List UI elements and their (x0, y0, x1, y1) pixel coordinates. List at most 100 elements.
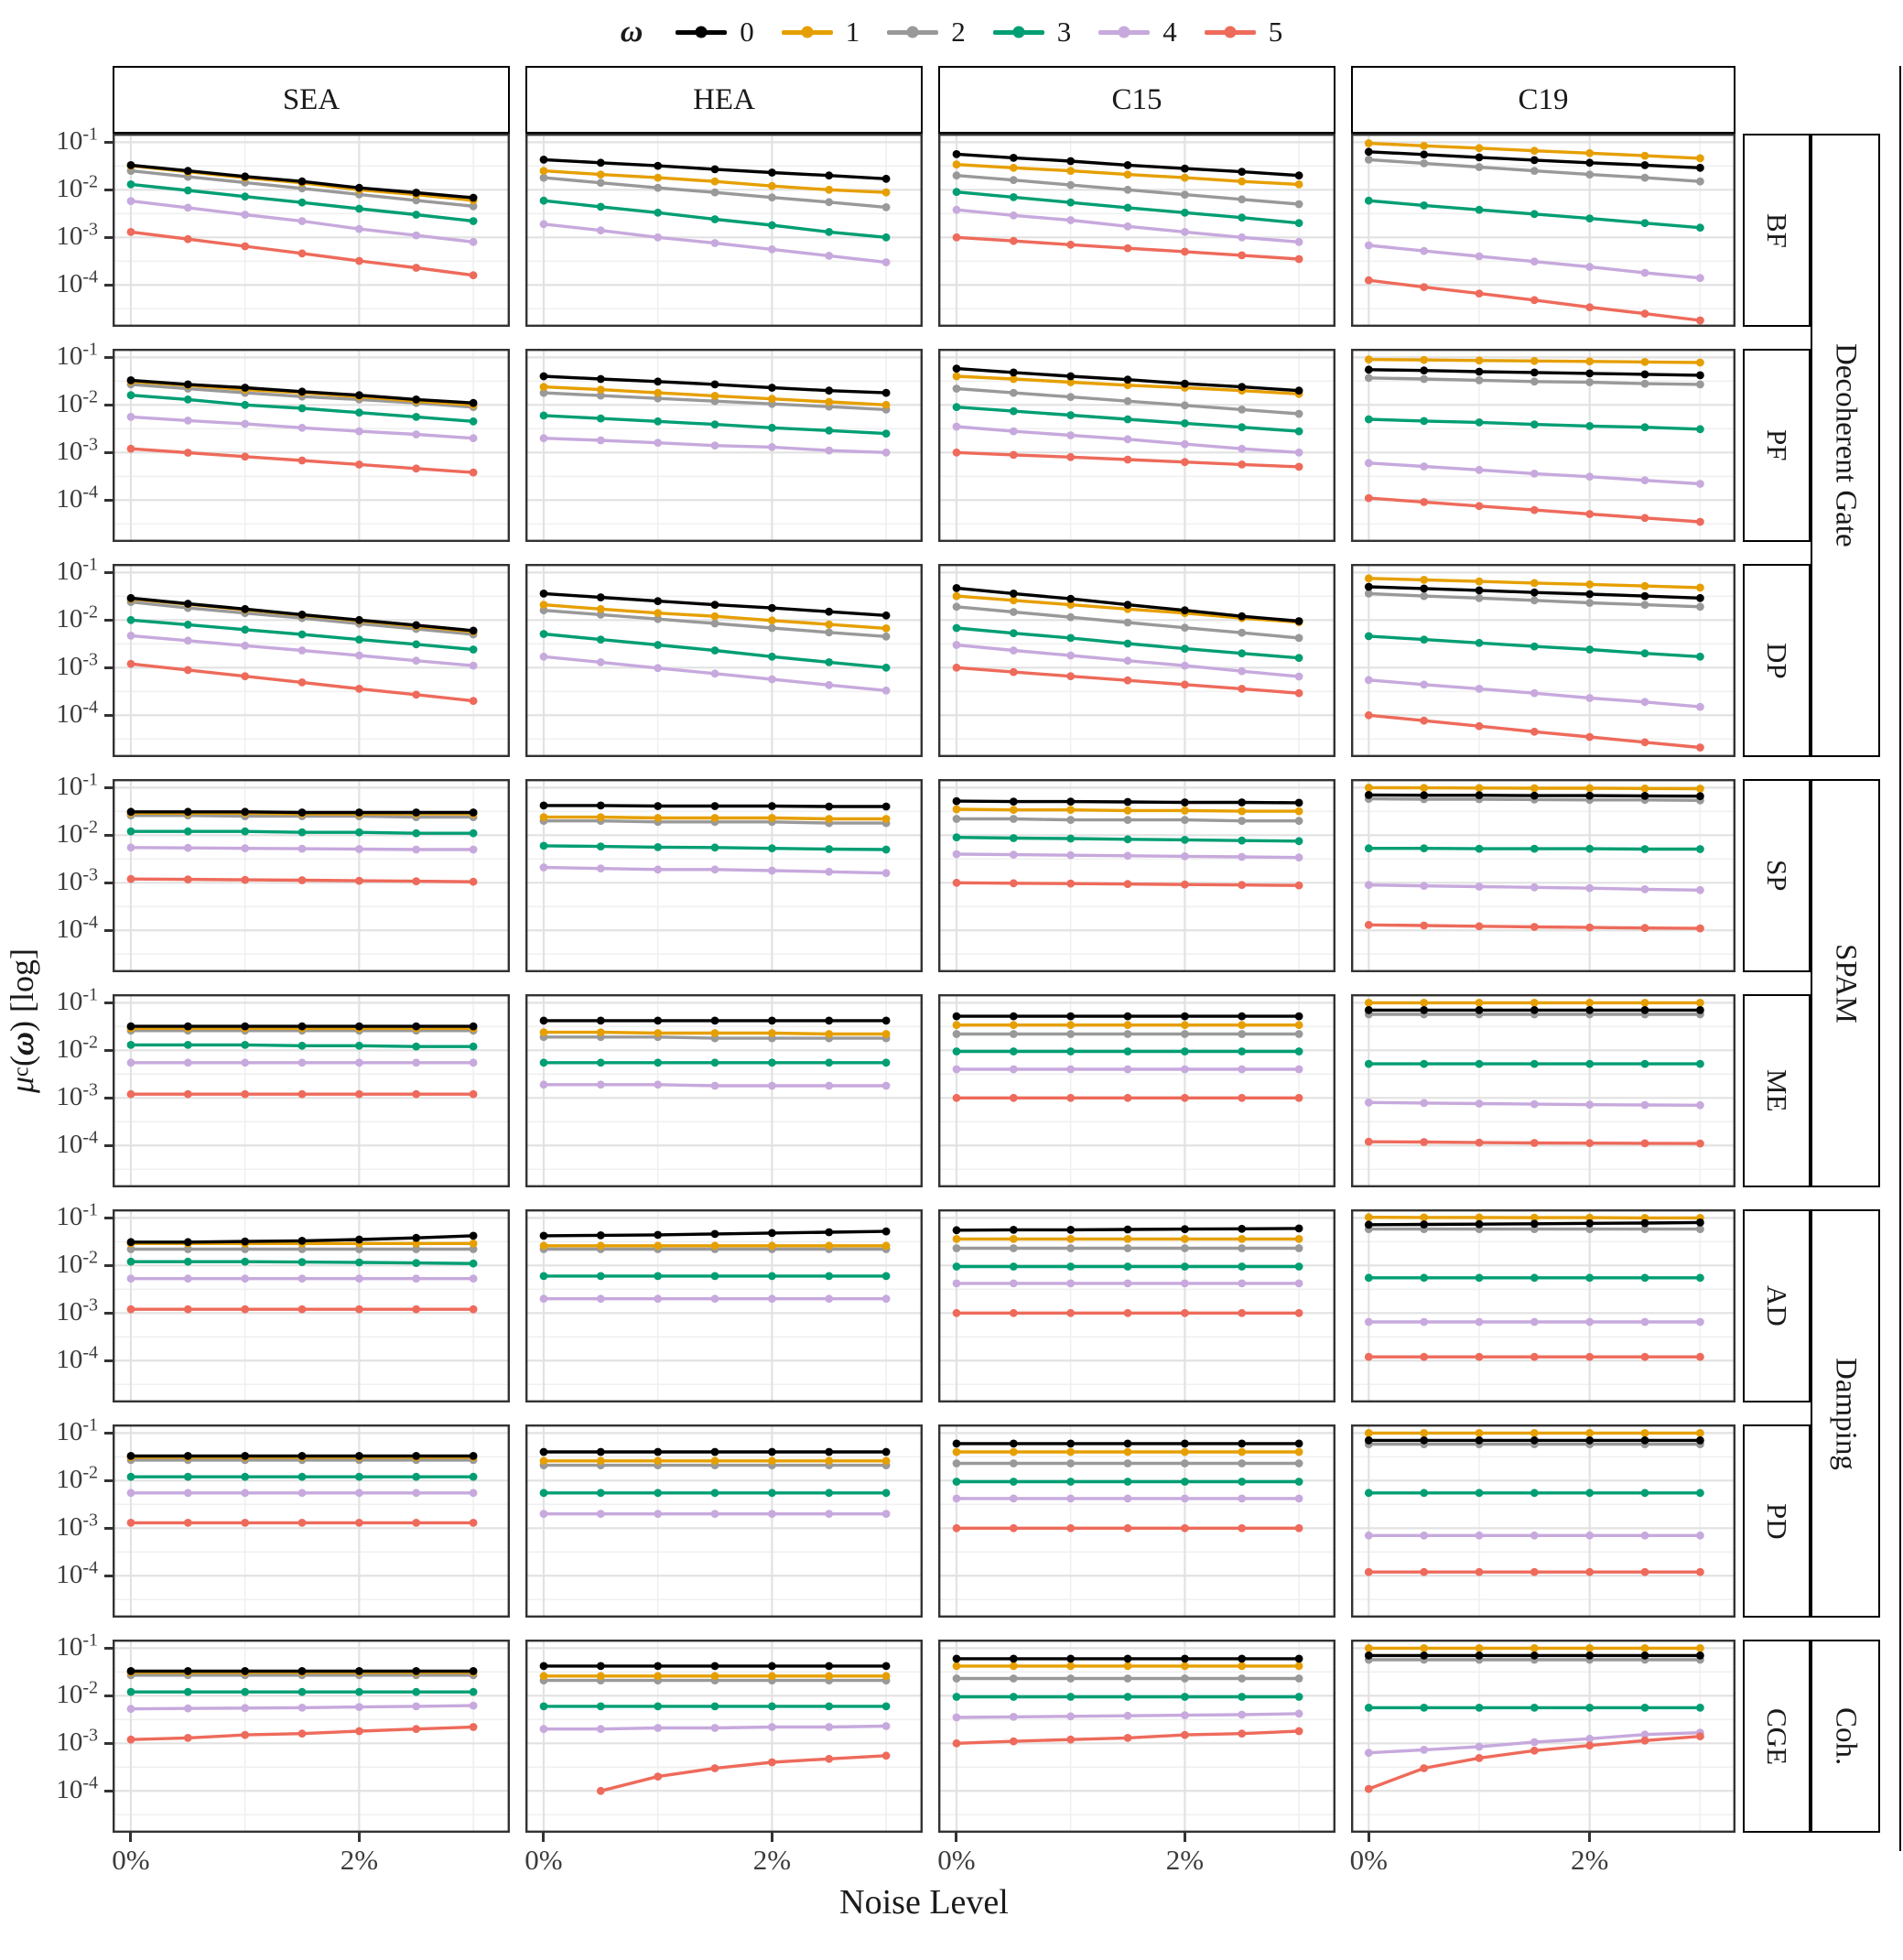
data-point-omega-4 (1009, 211, 1018, 220)
data-point-omega-4 (355, 1058, 363, 1067)
data-point-omega-1 (596, 1456, 605, 1466)
data-point-omega-3 (1364, 415, 1373, 424)
y-tick-label: 10-4 (56, 1557, 98, 1590)
data-point-omega-1 (1640, 1644, 1649, 1652)
data-point-omega-5 (1585, 1567, 1595, 1576)
data-point-omega-3 (1420, 635, 1429, 644)
data-point-omega-4 (297, 1489, 307, 1498)
data-point-omega-3 (539, 1489, 548, 1498)
data-point-omega-3 (1640, 1273, 1649, 1283)
data-point-omega-2 (1696, 177, 1704, 186)
data-point-omega-3 (768, 844, 776, 853)
y-tick-label: 10-3 (56, 219, 98, 252)
data-point-omega-3 (1530, 844, 1539, 853)
data-point-omega-4 (1181, 1065, 1189, 1074)
data-point-omega-1 (1585, 1644, 1595, 1652)
data-point-omega-2 (1696, 380, 1704, 389)
data-point-omega-5 (952, 233, 961, 242)
data-point-omega-5 (1530, 1352, 1539, 1361)
data-point-omega-0 (469, 193, 478, 202)
data-point-omega-0 (825, 386, 834, 395)
data-point-omega-2 (1181, 816, 1189, 824)
data-point-omega-4 (1530, 470, 1539, 478)
legend-entry-label: 4 (1162, 16, 1177, 48)
y-tick-mark (104, 1048, 113, 1052)
data-point-omega-3 (183, 1041, 192, 1049)
panel-cell-DP-C15 (938, 564, 1336, 758)
data-point-omega-0 (1294, 1439, 1303, 1448)
data-point-omega-2 (1238, 1459, 1247, 1467)
data-point-omega-4 (1420, 680, 1429, 689)
data-point-omega-1 (1181, 1662, 1189, 1671)
data-point-omega-3 (768, 1702, 776, 1711)
data-point-omega-5 (1696, 924, 1704, 933)
data-point-omega-3 (881, 1058, 891, 1067)
data-point-omega-5 (241, 242, 250, 251)
data-point-omega-0 (768, 802, 776, 810)
data-point-omega-3 (1530, 1059, 1539, 1068)
data-point-omega-3 (539, 1272, 548, 1281)
data-point-omega-0 (1181, 798, 1189, 807)
data-point-omega-2 (1640, 1225, 1649, 1233)
data-point-omega-1 (1009, 1235, 1018, 1243)
panel-cell-DP-HEA (525, 564, 924, 758)
data-point-omega-1 (1123, 1021, 1132, 1030)
x-axis-ticks-C19: 0% 2% (1350, 1833, 1735, 1882)
data-point-omega-4 (1066, 1712, 1076, 1721)
data-point-omega-3 (297, 1041, 307, 1050)
data-point-omega-0 (1696, 792, 1704, 801)
y-tick-label: 10-2 (56, 817, 98, 850)
legend-key-dot-icon (801, 26, 814, 38)
data-point-omega-3 (1364, 844, 1373, 853)
y-tick-mark (104, 785, 113, 789)
legend-key-line-icon (781, 26, 833, 38)
data-point-omega-4 (768, 1510, 776, 1519)
data-point-omega-2 (539, 173, 548, 182)
data-point-omega-3 (1181, 836, 1189, 844)
data-point-omega-4 (469, 1058, 478, 1067)
data-point-omega-3 (1238, 1047, 1247, 1056)
data-point-omega-4 (1364, 1749, 1373, 1758)
y-tick-label: 10-2 (56, 171, 98, 204)
data-point-omega-1 (710, 1241, 719, 1251)
data-point-omega-5 (1066, 1093, 1076, 1102)
data-point-omega-2 (881, 203, 891, 211)
data-point-omega-3 (1294, 1047, 1303, 1056)
data-point-omega-1 (654, 173, 663, 182)
data-point-omega-4 (126, 413, 135, 421)
data-point-omega-3 (1696, 1059, 1704, 1068)
data-point-omega-2 (1585, 599, 1595, 607)
data-point-omega-2 (1181, 1459, 1189, 1467)
data-point-omega-0 (1475, 1219, 1484, 1229)
data-point-omega-3 (469, 217, 478, 225)
data-point-omega-0 (654, 1662, 663, 1671)
data-point-omega-4 (1066, 850, 1076, 860)
data-point-omega-4 (126, 632, 135, 640)
y-tick-label: 10-1 (56, 1414, 98, 1447)
data-point-omega-1 (1585, 784, 1595, 793)
data-point-omega-4 (1294, 1279, 1303, 1288)
data-point-omega-4 (1123, 1494, 1132, 1503)
data-point-omega-5 (1364, 1784, 1373, 1793)
panel-AD-C15 (938, 1209, 1336, 1403)
data-point-omega-1 (1066, 806, 1076, 815)
data-point-omega-3 (825, 1489, 834, 1498)
panel-cell-BF-SEA (113, 134, 511, 328)
data-point-omega-5 (952, 1523, 961, 1532)
data-point-omega-3 (1696, 1704, 1704, 1712)
data-point-omega-2 (1181, 1244, 1189, 1252)
data-point-omega-0 (1238, 383, 1247, 391)
data-point-omega-2 (1530, 167, 1539, 175)
data-point-omega-1 (1364, 784, 1373, 792)
data-point-omega-3 (183, 395, 192, 404)
x-tick-mark (357, 1833, 361, 1842)
data-point-omega-3 (596, 1272, 605, 1281)
data-point-omega-4 (1238, 1279, 1247, 1288)
data-point-omega-3 (1009, 1693, 1018, 1701)
data-point-omega-4 (952, 1713, 961, 1722)
data-point-omega-0 (1066, 372, 1076, 381)
panel-DP-C19 (1351, 564, 1736, 758)
data-point-omega-1 (596, 1672, 605, 1681)
data-point-omega-1 (952, 1235, 961, 1243)
data-point-omega-1 (654, 609, 663, 618)
